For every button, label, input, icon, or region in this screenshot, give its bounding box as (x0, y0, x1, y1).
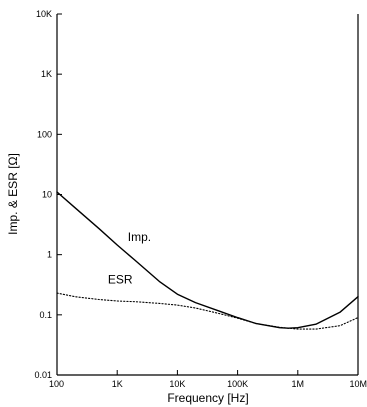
y-tick-label: 100 (37, 129, 52, 139)
y-axis-title: Imp. & ESR [Ω] (6, 153, 20, 235)
y-tick-label: 1K (41, 69, 52, 79)
axis-ticks: 100 1K 10K 100K 1M 10M 0.01 0.1 1 10 100 1K 10K (34, 9, 367, 389)
series-line-esr (56, 292, 359, 330)
series-label: Imp. (128, 230, 151, 244)
y-tick-label: 0.1 (39, 310, 52, 320)
x-tick-label: 1M (292, 379, 305, 389)
plot-axes (56, 14, 359, 376)
series-label: ESR (108, 273, 133, 287)
x-tick-label: 10M (349, 379, 367, 389)
x-tick-label: 1K (112, 379, 123, 389)
series-labels: Imp. ESR (108, 230, 151, 287)
y-tick-label: 10K (36, 9, 52, 19)
series-line-imp (56, 191, 359, 329)
y-tick-label: 0.01 (34, 370, 52, 380)
x-axis-title: Frequency [Hz] (167, 391, 248, 405)
x-tick-label: 100K (227, 379, 248, 389)
y-tick-label: 1 (47, 250, 52, 260)
y-tick-label: 10 (42, 190, 52, 200)
x-tick-label: 100 (49, 379, 64, 389)
x-tick-label: 10K (169, 379, 185, 389)
series-layer (56, 191, 359, 330)
